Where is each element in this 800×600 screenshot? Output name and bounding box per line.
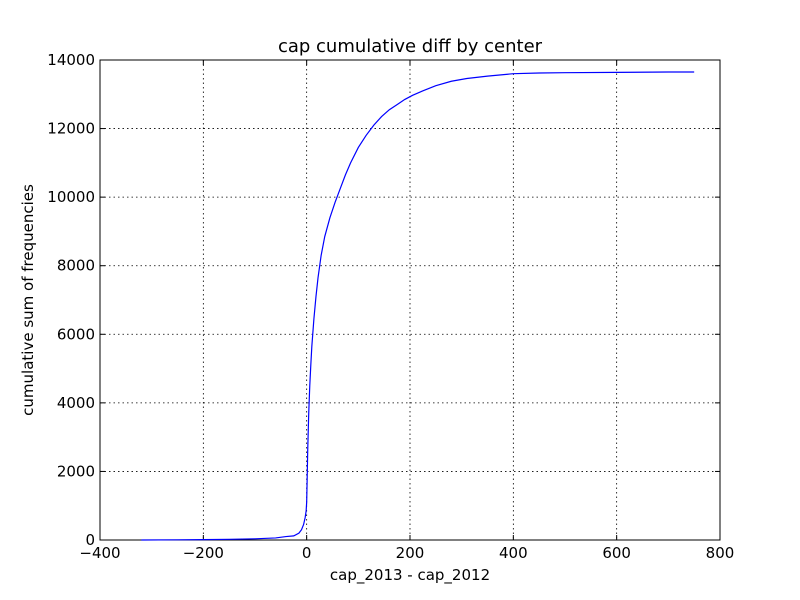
x-tick-label: 200	[396, 544, 425, 562]
y-tick-label: 10000	[47, 188, 95, 206]
series-layer	[141, 71, 695, 541]
y-tick-label: 6000	[57, 325, 95, 343]
x-tick-label: 0	[302, 544, 312, 562]
x-tick-label: 400	[499, 544, 528, 562]
y-tick-label: 2000	[57, 462, 95, 480]
axis-ticks: −400 −200 0 200 400 600 8000200040006000800010…	[47, 51, 734, 562]
x-tick-label: 600	[602, 544, 631, 562]
y-axis-label: cumulative sum of frequencies	[19, 184, 37, 416]
x-tick-label: −200	[183, 544, 224, 562]
y-tick-label: 12000	[47, 120, 95, 138]
x-axis-label: cap_2013 - cap_2012	[330, 566, 490, 585]
cumulative-series-line	[141, 71, 695, 541]
y-tick-label: 14000	[47, 51, 95, 69]
grid-lines	[100, 60, 720, 540]
chart-title: cap cumulative diff by center	[278, 36, 543, 57]
y-tick-label: 0	[85, 531, 95, 549]
y-tick-label: 8000	[57, 257, 95, 275]
y-tick-label: 4000	[57, 394, 95, 412]
x-tick-label: 800	[706, 544, 735, 562]
x-tick-label: −400	[79, 544, 120, 562]
